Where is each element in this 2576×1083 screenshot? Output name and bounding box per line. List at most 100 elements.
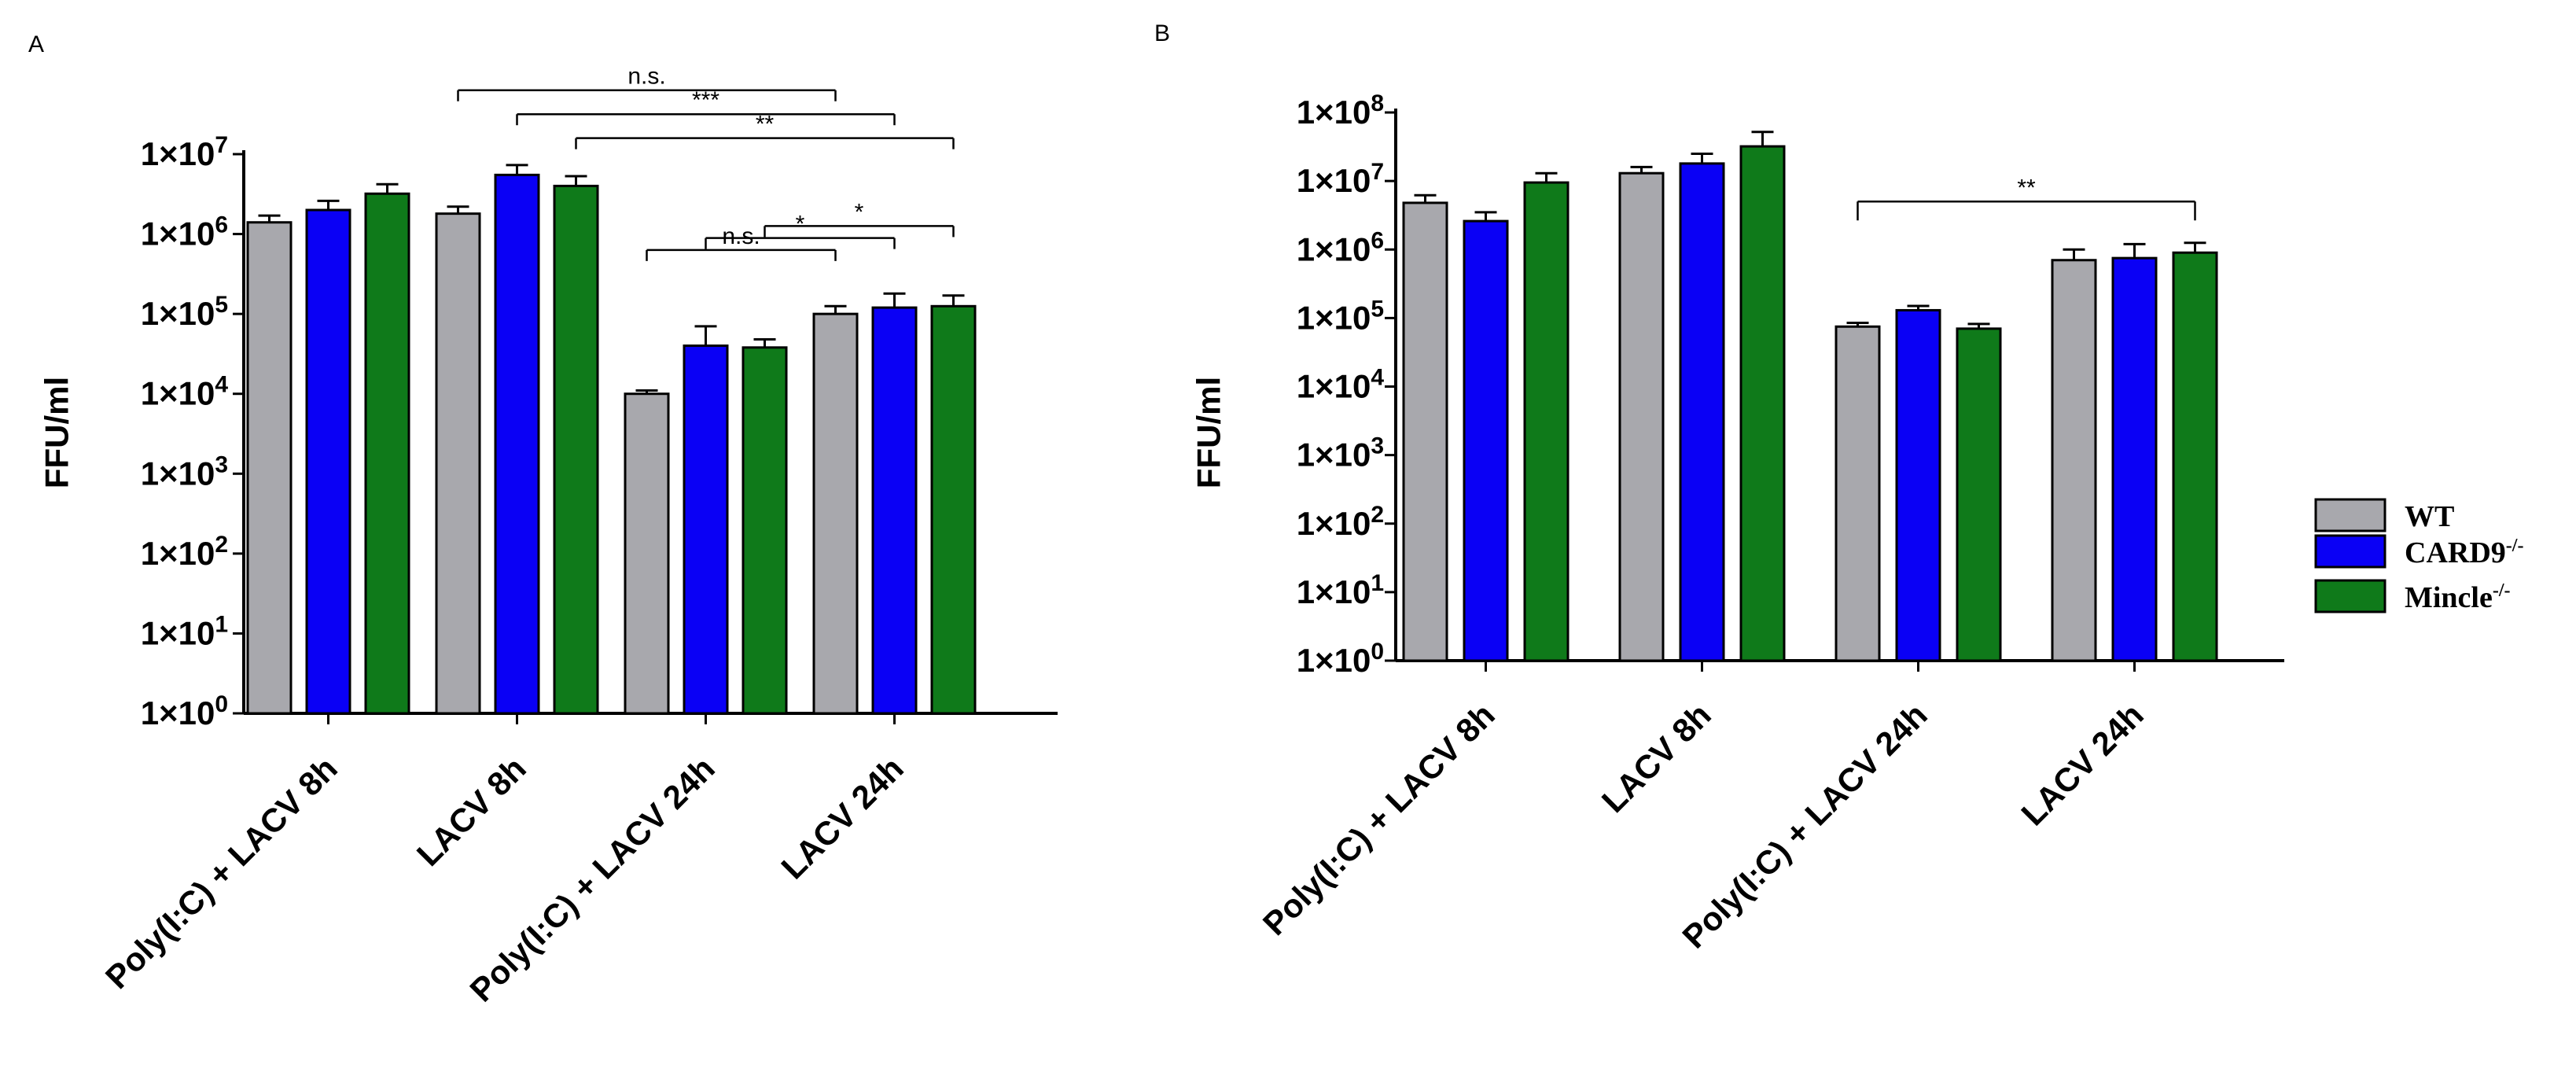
- y-tick-base: 1×10: [141, 694, 215, 731]
- y-tick-exponent: 3: [215, 451, 228, 477]
- legend-swatch-wt: [2314, 498, 2386, 532]
- y-tick-label: 1×105: [1297, 296, 1384, 336]
- y-tick-base: 1×10: [141, 135, 215, 172]
- y-tick-exponent: 2: [1371, 502, 1384, 528]
- significance-label: *: [855, 199, 864, 225]
- y-tick-base: 1×10: [1297, 368, 1371, 405]
- y-tick-base: 1×10: [1297, 573, 1371, 610]
- y-tick-base: 1×10: [141, 375, 215, 412]
- legend-label-text: CARD9: [2405, 536, 2506, 569]
- y-tick-exponent: 5: [215, 292, 228, 318]
- bar-wt: [2051, 259, 2097, 662]
- bar-mincle: [1739, 145, 1786, 662]
- bar-card9: [1679, 162, 1725, 662]
- significance-label: *: [796, 212, 805, 238]
- y-tick-exponent: 1: [215, 611, 228, 637]
- y-tick-exponent: 0: [1371, 639, 1384, 665]
- significance-label: n.s.: [722, 223, 760, 249]
- bar-mincle: [364, 192, 410, 715]
- legend-label-text: WT: [2405, 500, 2454, 533]
- bar-mincle: [553, 184, 599, 715]
- y-tick-label: 1×101: [141, 611, 228, 651]
- y-tick-label: 1×105: [141, 292, 228, 332]
- bar-card9: [871, 306, 918, 715]
- y-tick-label: 1×106: [141, 212, 228, 252]
- bar-wt: [1618, 171, 1665, 662]
- significance-label: **: [756, 112, 775, 138]
- y-tick-exponent: 4: [215, 372, 228, 398]
- y-tick-base: 1×10: [1297, 505, 1371, 542]
- y-tick-label: 1×101: [1297, 570, 1384, 610]
- y-tick-exponent: 6: [1371, 227, 1384, 253]
- y-tick-exponent: 1: [1371, 570, 1384, 596]
- y-tick-exponent: 7: [1371, 159, 1384, 185]
- y-tick-label: 1×100: [1297, 639, 1384, 679]
- y-tick-exponent: 2: [215, 532, 228, 558]
- panel-a: AFFU/ml1×1001×1011×1021×1031×1041×1051×1…: [28, 31, 1058, 1009]
- legend-swatch-mincle: [2314, 579, 2386, 613]
- legend-label-superscript: -/-: [2506, 536, 2524, 556]
- x-tick-label: LACV 8h: [410, 750, 533, 873]
- y-tick-exponent: 5: [1371, 296, 1384, 322]
- y-tick-exponent: 7: [215, 132, 228, 158]
- legend-label: WT: [2405, 500, 2454, 533]
- y-axis-label: FFU/ml: [1190, 377, 1227, 488]
- y-tick-base: 1×10: [1297, 642, 1371, 679]
- y-tick-label: 1×103: [141, 451, 228, 492]
- bar-card9: [1895, 308, 1941, 662]
- bar-card9: [305, 208, 351, 715]
- y-tick-base: 1×10: [1297, 437, 1371, 473]
- panel-letter: A: [28, 31, 44, 57]
- significance-label: n.s.: [627, 64, 665, 90]
- y-tick-label: 1×107: [141, 132, 228, 172]
- bar-wt: [1834, 325, 1881, 662]
- y-tick-base: 1×10: [141, 215, 215, 252]
- legend-label-superscript: -/-: [2493, 580, 2511, 601]
- bar-mincle: [930, 304, 977, 715]
- y-tick-base: 1×10: [1297, 299, 1371, 336]
- y-tick-base: 1×10: [141, 614, 215, 651]
- bar-wt: [246, 221, 293, 715]
- x-tick-label: Poly(I:C) + LACV 8h: [1256, 696, 1502, 942]
- panel-b: BFFU/ml1×1001×1011×1021×1031×1041×1051×1…: [1154, 20, 2284, 956]
- y-tick-label: 1×102: [141, 532, 228, 572]
- y-tick-base: 1×10: [1297, 94, 1371, 131]
- y-tick-exponent: 8: [1371, 90, 1384, 116]
- y-tick-exponent: 3: [1371, 433, 1384, 459]
- y-tick-label: 1×107: [1297, 159, 1384, 199]
- bar-wt: [1402, 201, 1448, 662]
- y-tick-base: 1×10: [141, 535, 215, 572]
- y-tick-label: 1×102: [1297, 502, 1384, 542]
- y-tick-base: 1×10: [141, 295, 215, 332]
- y-tick-base: 1×10: [141, 455, 215, 492]
- bar-card9: [494, 173, 540, 715]
- x-tick-label: Poly(I:C) + LACV 24h: [1675, 696, 1934, 955]
- bar-mincle: [1956, 327, 2002, 662]
- y-tick-exponent: 4: [1371, 365, 1384, 391]
- y-tick-label: 1×104: [141, 372, 229, 412]
- x-tick-label: LACV 24h: [774, 750, 911, 886]
- significance-label: ***: [692, 87, 719, 113]
- bar-mincle: [1523, 181, 1570, 662]
- legend-label: CARD9-/-: [2405, 536, 2523, 569]
- bar-mincle: [742, 346, 788, 715]
- bar-wt: [435, 212, 481, 715]
- panel-letter: B: [1154, 20, 1170, 46]
- x-tick-label: LACV 24h: [2014, 696, 2151, 833]
- y-tick-exponent: 6: [215, 212, 228, 238]
- y-tick-label: 1×104: [1297, 365, 1385, 405]
- legend-label: Mincle-/-: [2405, 580, 2511, 614]
- bar-card9: [683, 344, 729, 715]
- x-tick-label: Poly(I:C) + LACV 8h: [98, 750, 344, 996]
- x-tick-label: LACV 8h: [1595, 696, 1718, 820]
- bar-wt: [624, 392, 670, 715]
- y-tick-exponent: 0: [215, 691, 228, 717]
- y-tick-base: 1×10: [1297, 230, 1371, 267]
- y-axis-label: FFU/ml: [39, 377, 75, 488]
- y-tick-label: 1×103: [1297, 433, 1384, 473]
- y-tick-base: 1×10: [1297, 162, 1371, 199]
- y-tick-label: 1×100: [141, 691, 228, 731]
- y-tick-label: 1×108: [1297, 90, 1384, 131]
